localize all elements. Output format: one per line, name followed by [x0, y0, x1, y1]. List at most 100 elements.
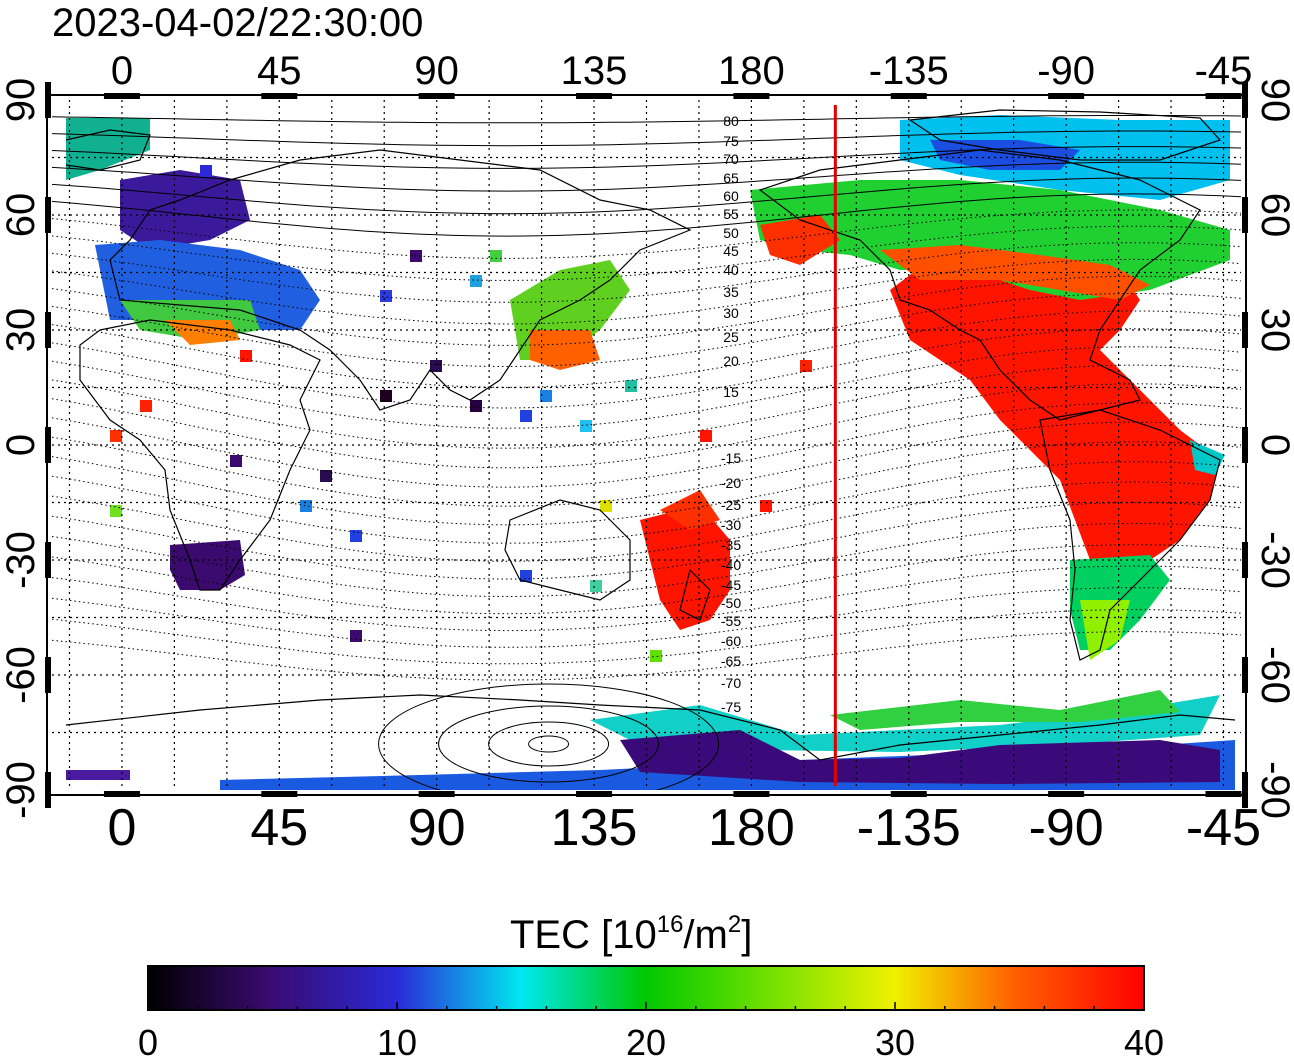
colorbar-tick-label: 0	[138, 1022, 158, 1057]
frame-tick	[890, 791, 927, 797]
lon-tick-label-top: -90	[1037, 49, 1095, 93]
coastline	[65, 694, 1236, 761]
tec-patch	[120, 170, 250, 250]
tec-cell	[430, 360, 442, 372]
frame-tick	[1205, 93, 1242, 99]
contour-label: 70	[723, 151, 739, 167]
contour-label: 15	[723, 384, 739, 400]
map-area	[52, 100, 1241, 790]
magnetic-latitude-contours	[52, 115, 1241, 790]
frame-tick	[576, 93, 613, 99]
map-title: 2023-04-02/22:30:00	[52, 1, 423, 45]
tec-cell	[110, 430, 122, 442]
lon-tick-label-bottom: -45	[1186, 799, 1261, 857]
contour-oval	[438, 705, 660, 783]
frame-tick	[45, 542, 51, 578]
lon-tick-label-bottom: -90	[1029, 799, 1104, 857]
contour-line	[52, 502, 1241, 580]
contour-line	[52, 161, 1241, 192]
contour-oval	[528, 735, 570, 753]
frame-tick	[45, 197, 51, 233]
tec-patch	[66, 118, 150, 180]
contour-line	[52, 522, 1241, 598]
right-latitude-labels: 90 60 30 0 -30 -60 -90	[1253, 78, 1294, 819]
tec-cell	[240, 350, 252, 362]
contour-label: -50	[721, 595, 741, 611]
contour-line	[52, 310, 1241, 388]
contour-label: -60	[721, 633, 741, 649]
coastline	[65, 129, 151, 171]
tec-cell	[700, 430, 712, 442]
frame-tick	[576, 791, 613, 797]
contour-label: -15	[721, 450, 741, 466]
lat-tick-label-left: 60	[0, 193, 43, 238]
contour-label: -30	[721, 517, 741, 533]
contour-line	[52, 115, 1241, 124]
lat-tick-label-right: -30	[1253, 531, 1294, 589]
tec-cell	[320, 470, 332, 482]
contour-label: 65	[723, 170, 739, 186]
frame-tick	[103, 791, 140, 797]
tec-patch	[880, 245, 1150, 300]
contour-oval	[378, 683, 720, 790]
frame-tick	[261, 93, 298, 99]
contour-label: -40	[721, 557, 741, 573]
contour-label: 45	[723, 243, 739, 259]
contour-line	[52, 402, 1241, 488]
tec-cell	[800, 360, 812, 372]
lon-tick-label-bottom: 90	[408, 799, 466, 857]
tec-cell	[540, 390, 552, 402]
contour-line	[52, 631, 1241, 681]
tec-cell	[380, 290, 392, 302]
lon-tick-label-top: 135	[561, 49, 628, 93]
contour-line	[52, 177, 1241, 215]
frame-tick	[1242, 657, 1248, 693]
contour-line	[52, 383, 1241, 469]
contour-label: -45	[721, 577, 741, 593]
contour-line	[52, 146, 1241, 169]
colorbar-tick-label: 30	[875, 1022, 915, 1057]
contour-label: -25	[721, 497, 741, 513]
tec-cell	[140, 400, 152, 412]
lat-tick-label-left: -60	[0, 646, 43, 704]
contour-label: 80	[723, 113, 739, 129]
tec-patch	[530, 330, 600, 370]
lat-tick-label-right: 90	[1253, 78, 1294, 123]
tec-patch	[165, 320, 240, 345]
contour-line	[52, 193, 1241, 237]
lat-lon-grid	[52, 100, 1241, 790]
frame-tick	[733, 93, 770, 99]
tec-data-patches	[66, 115, 1235, 790]
coastline	[109, 149, 692, 411]
lon-tick-label-bottom: 180	[708, 799, 795, 857]
frame-tick	[1242, 82, 1248, 118]
tec-cell	[580, 420, 592, 432]
colorbar-ticks: 0 10 20 30 40	[138, 1002, 1164, 1057]
contour-line	[52, 130, 1241, 147]
tec-cell	[600, 500, 612, 512]
colorbar-tick-label: 10	[377, 1022, 417, 1057]
frame-tick	[45, 657, 51, 693]
tec-cell	[490, 250, 502, 262]
colorbar-tick-label: 40	[1124, 1022, 1164, 1057]
tec-cell	[300, 500, 312, 512]
left-latitude-labels: 90 60 30 0 -30 -60 -90	[0, 78, 43, 819]
coastline	[679, 568, 711, 621]
coastline	[79, 319, 321, 591]
contour-label: 35	[723, 284, 739, 300]
frame-tick	[418, 791, 455, 797]
lat-tick-label-left: 30	[0, 308, 43, 353]
contour-label: -70	[721, 675, 741, 691]
frame-tick	[733, 791, 770, 797]
tec-cell	[230, 455, 242, 467]
tec-patch	[66, 770, 130, 780]
tec-cell	[470, 400, 482, 412]
tec-cell	[520, 410, 532, 422]
tec-cell	[650, 650, 662, 662]
tec-cell	[110, 505, 122, 517]
contour-oval	[488, 721, 610, 767]
lon-tick-label-top: -45	[1195, 49, 1253, 93]
tec-patch	[890, 250, 1220, 590]
frame-tick	[418, 93, 455, 99]
